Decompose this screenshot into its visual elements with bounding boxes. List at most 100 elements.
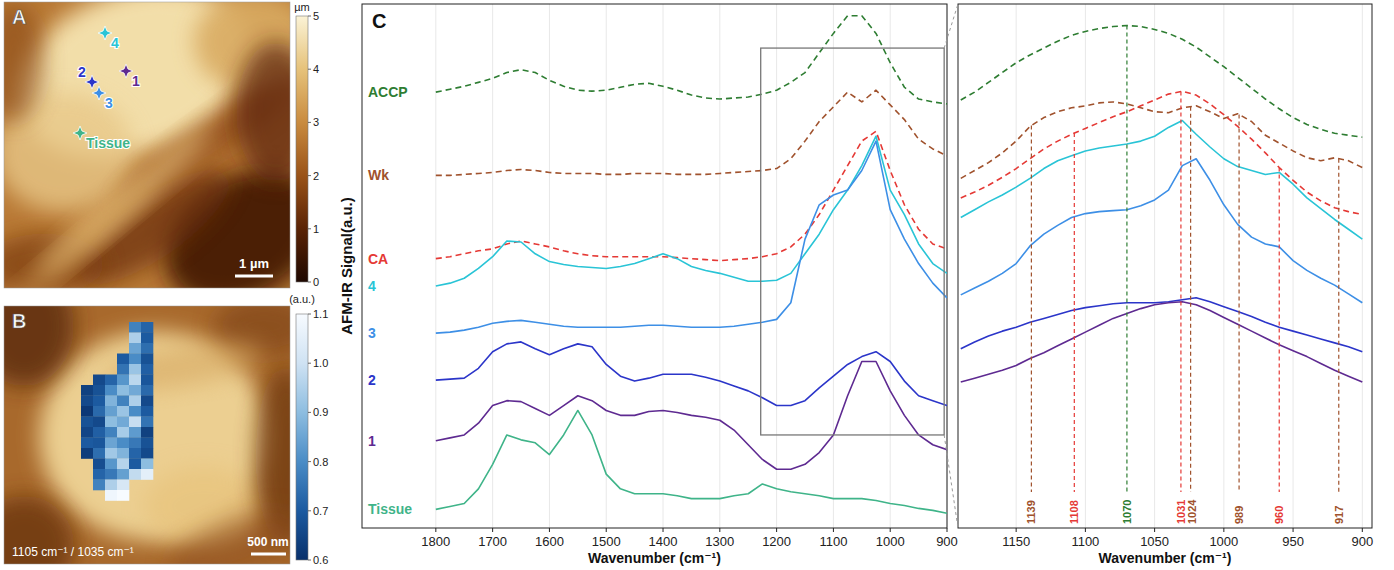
peak-line xyxy=(1190,107,1191,492)
colorbar-tick xyxy=(308,122,311,123)
colorbar-tick xyxy=(308,461,311,462)
grid-line xyxy=(890,4,891,528)
x-tick-label: 1300 xyxy=(705,534,734,549)
heatmap-cell xyxy=(117,364,129,375)
afm-texture xyxy=(236,42,290,182)
heatmap-cell xyxy=(129,448,141,459)
x-tick xyxy=(1362,528,1363,532)
heatmap-cell xyxy=(105,459,117,470)
spectrum-line xyxy=(436,342,947,406)
afm-texture xyxy=(9,176,160,288)
heatmap-cell xyxy=(141,385,153,396)
x-tick xyxy=(606,528,607,532)
grid-line xyxy=(663,4,664,528)
heatmap-cell xyxy=(105,417,117,428)
point-label: Tissue xyxy=(86,135,130,151)
point-marker xyxy=(85,75,99,89)
heatmap-cell xyxy=(117,490,129,501)
colorbar-tick xyxy=(308,412,311,413)
spectrum-line xyxy=(436,90,947,175)
plot-area xyxy=(961,26,1363,383)
heatmap-cell xyxy=(93,417,105,428)
heatmap-cell xyxy=(141,448,153,459)
heatmap-cell xyxy=(105,490,117,501)
grid-line xyxy=(1223,4,1224,528)
x-tick xyxy=(1085,528,1086,532)
heatmap-cell xyxy=(129,364,141,375)
x-tick-label: 1500 xyxy=(592,534,621,549)
zoom-box xyxy=(761,48,944,435)
heatmap-cell xyxy=(117,417,129,428)
heatmap-cell xyxy=(117,354,129,365)
colorbar-label: µm xyxy=(294,1,310,13)
heatmap-cell xyxy=(141,459,153,470)
plot-area xyxy=(436,16,947,514)
heatmap-cell xyxy=(117,396,129,407)
plot-frame xyxy=(362,4,947,528)
figure: A4213Tissue1 µm012345µmB1105 cm⁻¹ / 1035… xyxy=(0,0,1394,570)
afm-image xyxy=(4,306,290,564)
grid-line xyxy=(833,4,834,528)
afm-texture xyxy=(160,499,290,564)
colorbar-tick-label: 0.6 xyxy=(313,554,328,566)
heatmap-cell xyxy=(93,448,105,459)
colorbar-tick xyxy=(308,282,311,283)
heatmap-cell xyxy=(129,385,141,396)
spectrum-line xyxy=(436,136,947,286)
grid-line xyxy=(435,4,436,528)
x-tick xyxy=(776,528,777,532)
x-tick xyxy=(1293,528,1294,532)
heatmap-cell xyxy=(81,427,93,438)
peak-line xyxy=(1180,91,1181,492)
heatmap-cell xyxy=(105,427,117,438)
heatmap-cell xyxy=(105,469,117,480)
scale-bar-label: 1 µm xyxy=(239,256,269,271)
colorbar-tick xyxy=(308,510,311,511)
heatmap-cell xyxy=(141,343,153,354)
colorbar-tick-label: 1.0 xyxy=(313,357,328,369)
heatmap-cell xyxy=(81,396,93,407)
grid-line xyxy=(1016,4,1017,528)
heatmap-cell xyxy=(117,427,129,438)
heatmap-cell xyxy=(105,406,117,417)
x-tick xyxy=(663,528,664,532)
heatmap-cell xyxy=(129,322,141,333)
heatmap-cell xyxy=(93,427,105,438)
colorbar-tick xyxy=(308,16,311,17)
peak-label: 989 xyxy=(1233,506,1245,524)
scale-bar xyxy=(235,275,273,278)
grid-line xyxy=(1362,4,1363,528)
x-tick-label: 1400 xyxy=(649,534,678,549)
series-label: Tissue xyxy=(368,501,412,517)
colorbar-tick-label: 0.7 xyxy=(313,505,328,517)
spectrum-line xyxy=(436,141,947,333)
heatmap-cell xyxy=(117,469,129,480)
heatmap-cell xyxy=(81,417,93,428)
colorbar-tick-label: 0 xyxy=(313,276,319,288)
zoom-connector xyxy=(944,4,958,48)
heatmap-cell xyxy=(141,469,153,480)
peak-line xyxy=(1238,114,1239,492)
map-annotation: 1105 cm⁻¹ / 1035 cm⁻¹ xyxy=(12,545,134,559)
heatmap-cell xyxy=(129,354,141,365)
colorbar xyxy=(296,16,308,282)
heatmap-cell xyxy=(129,417,141,428)
peak-line xyxy=(1074,133,1075,492)
point-marker xyxy=(119,64,133,78)
heatmap-cell xyxy=(81,438,93,449)
heatmap-cell xyxy=(141,364,153,375)
heatmap-cell xyxy=(93,375,105,386)
heatmap-cell xyxy=(117,480,129,491)
x-tick-label: 1700 xyxy=(478,534,507,549)
point-marker xyxy=(98,26,112,40)
heatmap-cell xyxy=(117,459,129,470)
heatmap-cell xyxy=(129,343,141,354)
heatmap-cell xyxy=(129,469,141,480)
heatmap-cell xyxy=(93,385,105,396)
spectrum-line xyxy=(961,159,1363,303)
image-border xyxy=(4,2,290,288)
colorbar xyxy=(296,314,308,560)
heatmap-cell xyxy=(129,406,141,417)
x-tick-label: 1800 xyxy=(421,534,450,549)
peak-label: 917 xyxy=(1333,506,1345,524)
